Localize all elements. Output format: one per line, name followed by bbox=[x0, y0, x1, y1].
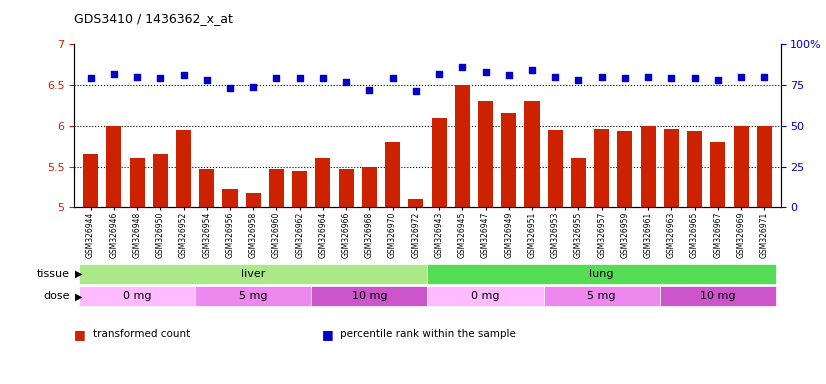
Bar bbox=[544, 286, 660, 306]
Bar bbox=[245, 193, 261, 207]
Bar bbox=[478, 101, 493, 207]
Bar bbox=[428, 264, 776, 284]
Point bbox=[642, 74, 655, 80]
Point bbox=[363, 87, 376, 93]
Point bbox=[548, 74, 562, 80]
Bar bbox=[664, 129, 679, 207]
Bar bbox=[501, 113, 516, 207]
Text: GDS3410 / 1436362_x_at: GDS3410 / 1436362_x_at bbox=[74, 12, 233, 25]
Point bbox=[502, 72, 515, 78]
Bar bbox=[292, 170, 307, 207]
Point bbox=[711, 77, 724, 83]
Bar bbox=[733, 126, 748, 207]
Point bbox=[619, 75, 632, 81]
Point bbox=[84, 75, 97, 81]
Point bbox=[154, 75, 167, 81]
Point bbox=[479, 69, 492, 75]
Text: liver: liver bbox=[241, 269, 265, 279]
Point bbox=[247, 84, 260, 90]
Text: dose: dose bbox=[43, 291, 69, 301]
Bar bbox=[710, 142, 725, 207]
Text: 0 mg: 0 mg bbox=[123, 291, 151, 301]
Bar bbox=[316, 159, 330, 207]
Bar bbox=[428, 286, 544, 306]
Bar bbox=[660, 286, 776, 306]
Bar bbox=[222, 189, 238, 207]
Bar bbox=[455, 85, 470, 207]
Point bbox=[665, 75, 678, 81]
Bar bbox=[757, 126, 771, 207]
Bar bbox=[83, 154, 98, 207]
Text: transformed count: transformed count bbox=[93, 329, 190, 339]
Bar bbox=[269, 169, 284, 207]
Point bbox=[688, 75, 701, 81]
Bar bbox=[641, 126, 656, 207]
Text: ▶: ▶ bbox=[75, 269, 83, 279]
Point bbox=[316, 75, 330, 81]
Text: lung: lung bbox=[590, 269, 614, 279]
Bar bbox=[79, 264, 428, 284]
Bar bbox=[525, 101, 539, 207]
Point bbox=[734, 74, 748, 80]
Bar bbox=[431, 118, 447, 207]
Text: ▶: ▶ bbox=[75, 291, 83, 301]
Point bbox=[409, 88, 422, 94]
Bar bbox=[79, 286, 195, 306]
Text: 5 mg: 5 mg bbox=[587, 291, 616, 301]
Point bbox=[131, 74, 144, 80]
Point bbox=[386, 75, 399, 81]
Point bbox=[293, 75, 306, 81]
Point bbox=[107, 70, 121, 76]
Text: percentile rank within the sample: percentile rank within the sample bbox=[340, 329, 516, 339]
Text: 10 mg: 10 mg bbox=[700, 291, 736, 301]
Text: 0 mg: 0 mg bbox=[472, 291, 500, 301]
Point bbox=[572, 77, 585, 83]
Point bbox=[339, 79, 353, 85]
Point bbox=[200, 77, 213, 83]
Point bbox=[270, 75, 283, 81]
Text: ■: ■ bbox=[74, 328, 86, 341]
Bar bbox=[571, 159, 586, 207]
Bar bbox=[687, 131, 702, 207]
Text: 10 mg: 10 mg bbox=[352, 291, 387, 301]
Bar bbox=[153, 154, 168, 207]
Bar bbox=[385, 142, 400, 207]
Bar bbox=[130, 159, 145, 207]
Point bbox=[525, 67, 539, 73]
Bar bbox=[311, 286, 428, 306]
Bar bbox=[362, 167, 377, 207]
Point bbox=[757, 74, 771, 80]
Bar bbox=[195, 286, 311, 306]
Bar bbox=[548, 130, 563, 207]
Point bbox=[223, 85, 236, 91]
Point bbox=[456, 64, 469, 70]
Text: 5 mg: 5 mg bbox=[239, 291, 268, 301]
Point bbox=[177, 72, 190, 78]
Bar bbox=[408, 199, 424, 207]
Bar bbox=[176, 130, 191, 207]
Bar bbox=[107, 126, 121, 207]
Text: ■: ■ bbox=[322, 328, 334, 341]
Point bbox=[595, 74, 608, 80]
Bar bbox=[617, 131, 633, 207]
Text: tissue: tissue bbox=[36, 269, 69, 279]
Bar bbox=[594, 129, 610, 207]
Point bbox=[433, 70, 446, 76]
Bar bbox=[199, 169, 214, 207]
Bar bbox=[339, 169, 354, 207]
